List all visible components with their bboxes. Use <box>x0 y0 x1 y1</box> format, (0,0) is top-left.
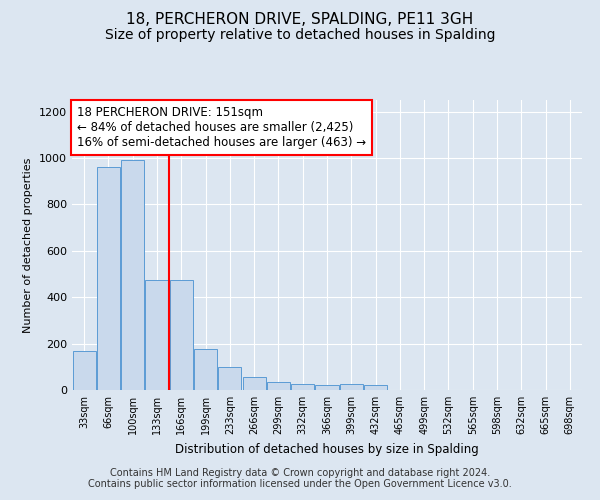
Text: Size of property relative to detached houses in Spalding: Size of property relative to detached ho… <box>105 28 495 42</box>
Bar <box>242 377 266 390</box>
Text: 18 PERCHERON DRIVE: 151sqm
← 84% of detached houses are smaller (2,425)
16% of s: 18 PERCHERON DRIVE: 151sqm ← 84% of deta… <box>77 106 366 149</box>
Bar <box>340 384 363 390</box>
Bar <box>97 168 120 390</box>
Bar <box>170 280 193 390</box>
Bar <box>73 350 95 390</box>
Text: 18, PERCHERON DRIVE, SPALDING, PE11 3GH: 18, PERCHERON DRIVE, SPALDING, PE11 3GH <box>127 12 473 28</box>
Bar <box>194 350 217 390</box>
Y-axis label: Number of detached properties: Number of detached properties <box>23 158 34 332</box>
Bar <box>218 367 241 390</box>
Bar <box>145 280 169 390</box>
Bar <box>364 386 387 390</box>
Text: Contains HM Land Registry data © Crown copyright and database right 2024.: Contains HM Land Registry data © Crown c… <box>110 468 490 477</box>
Bar <box>316 386 338 390</box>
Text: Distribution of detached houses by size in Spalding: Distribution of detached houses by size … <box>175 442 479 456</box>
Bar <box>121 160 144 390</box>
Bar <box>267 382 290 390</box>
Bar <box>291 384 314 390</box>
Text: Contains public sector information licensed under the Open Government Licence v3: Contains public sector information licen… <box>88 479 512 489</box>
